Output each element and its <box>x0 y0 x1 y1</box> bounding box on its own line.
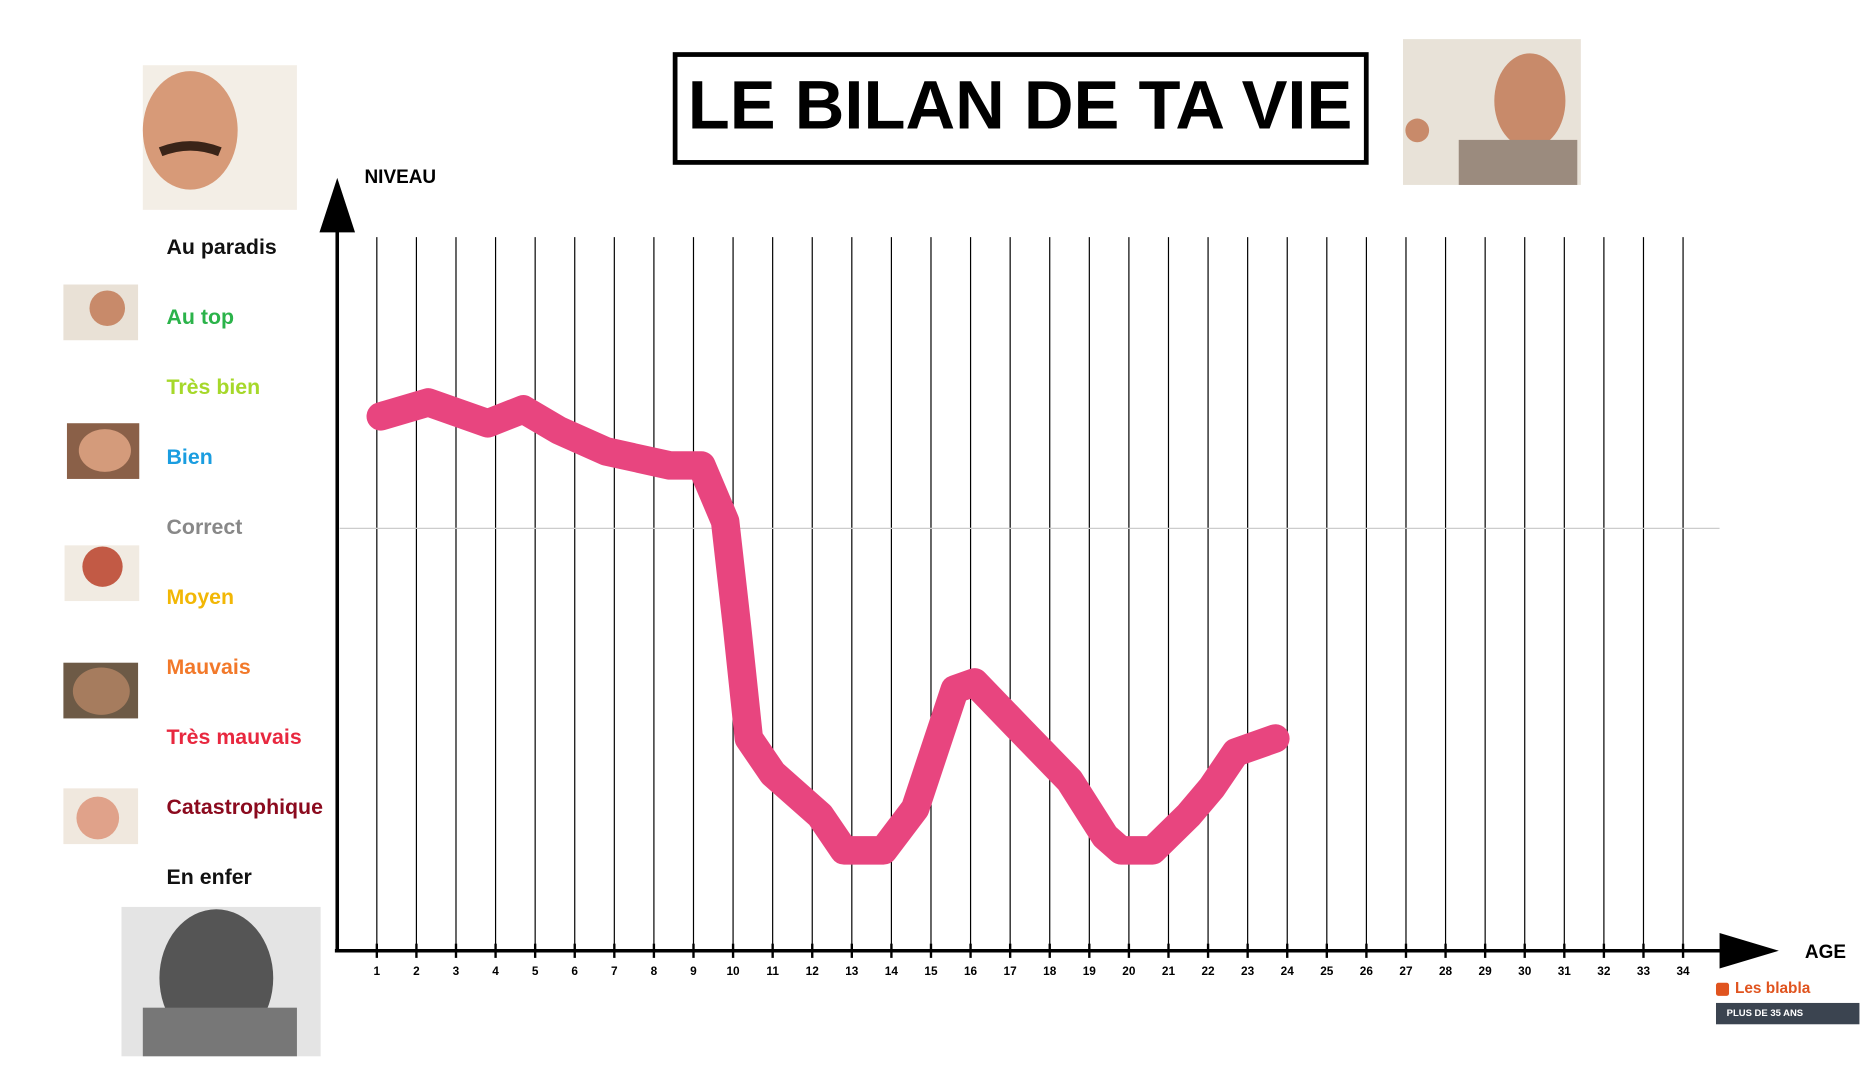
y-tick-label: Moyen <box>167 585 235 609</box>
x-tick-label: 8 <box>651 964 658 978</box>
face-images <box>63 39 1581 1057</box>
y-tick-label: Très mauvais <box>167 725 302 749</box>
x-tick-label: 32 <box>1597 964 1611 978</box>
x-tick-label: 28 <box>1439 964 1453 978</box>
y-tick-label: Au paradis <box>167 235 277 259</box>
x-tick-label: 33 <box>1637 964 1651 978</box>
x-tick-label: 24 <box>1281 964 1295 978</box>
x-tick-label: 15 <box>924 964 938 978</box>
x-tick-label: 14 <box>885 964 899 978</box>
y-tick-label: Bien <box>167 445 213 469</box>
x-tick-label: 19 <box>1083 964 1097 978</box>
x-tick-label: 25 <box>1320 964 1334 978</box>
x-tick-label: 3 <box>453 964 460 978</box>
x-tick-label: 16 <box>964 964 978 978</box>
x-tick-label: 10 <box>726 964 740 978</box>
x-tick-label: 23 <box>1241 964 1255 978</box>
x-tick-label: 1 <box>374 964 381 978</box>
x-tick-label: 9 <box>690 964 697 978</box>
x-tick-label: 7 <box>611 964 618 978</box>
x-tick-label: 5 <box>532 964 539 978</box>
x-axis-arrow <box>1719 932 1779 969</box>
x-tick-label: 26 <box>1360 964 1374 978</box>
x-tick-label: 20 <box>1122 964 1136 978</box>
x-tick-label: 18 <box>1043 964 1057 978</box>
x-tick-label: 11 <box>766 964 779 978</box>
channel-name[interactable]: Les blabla <box>1735 980 1811 997</box>
chart-title: LE BILAN DE TA VIE <box>688 66 1353 143</box>
title-box <box>672 52 1369 165</box>
x-tick-label: 13 <box>845 964 859 978</box>
x-tick-label: 12 <box>806 964 820 978</box>
x-tick-label: 21 <box>1162 964 1176 978</box>
x-tick-label: 4 <box>492 964 499 978</box>
x-tick-label: 27 <box>1399 964 1413 978</box>
y-tick-label: Catastrophique <box>167 795 324 819</box>
x-axis-label: AGE <box>1805 942 1846 963</box>
y-tick-label: Très bien <box>167 375 261 399</box>
x-tick-label: 17 <box>1004 964 1018 978</box>
x-tick-label: 6 <box>571 964 578 978</box>
y-tick-label: Correct <box>167 515 243 539</box>
x-tick-label: 30 <box>1518 964 1532 978</box>
x-tick-label: 31 <box>1558 964 1572 978</box>
channel-tag: PLUS DE 35 ANS <box>1727 1008 1803 1019</box>
x-tick-label: 34 <box>1676 964 1690 978</box>
channel-icon <box>1715 982 1730 996</box>
y-tick-label: Au top <box>167 305 235 329</box>
x-tick-label: 29 <box>1479 964 1493 978</box>
y-tick-label: En enfer <box>167 865 252 889</box>
series-line <box>366 388 1290 865</box>
y-axis-arrow <box>319 177 356 233</box>
x-tick-label: 22 <box>1201 964 1215 978</box>
tag-bar <box>1715 1002 1860 1025</box>
y-tick-label: Mauvais <box>167 655 251 679</box>
x-tick-label: 2 <box>413 964 420 978</box>
y-axis-label: NIVEAU <box>365 167 437 188</box>
